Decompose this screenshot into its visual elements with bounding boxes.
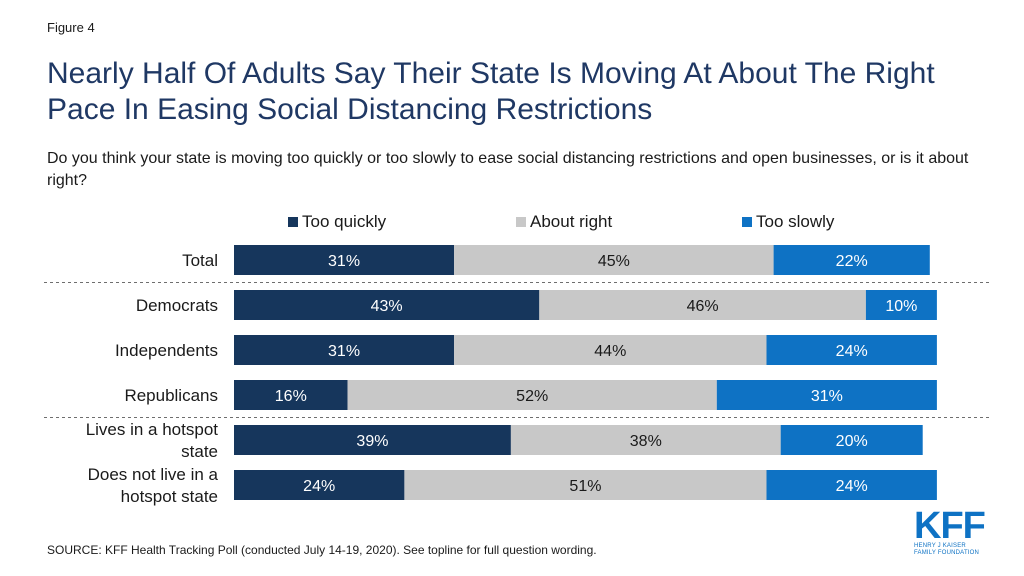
legend-item-too-quickly: Too quickly	[288, 212, 386, 232]
bar-too-quickly-1	[234, 245, 455, 275]
data-label-too-slowly-4: 31%	[811, 388, 843, 405]
bar-about-right-2	[539, 290, 866, 320]
category-label-2: Democrats	[136, 296, 218, 315]
data-label-too-slowly-2: 10%	[885, 298, 917, 315]
bar-about-right-5	[510, 425, 781, 455]
category-label-6: Does not live in a hotspot state	[88, 465, 219, 506]
source-note: SOURCE: KFF Health Tracking Poll (conduc…	[47, 543, 597, 557]
data-label-too-quickly-3: 31%	[328, 343, 360, 360]
data-label-too-quickly-5: 39%	[356, 433, 388, 450]
data-label-about-right-3: 44%	[594, 343, 626, 360]
bar-about-right-6	[404, 470, 767, 500]
bar-too-slowly-2	[865, 290, 937, 320]
legend-label-about-right: About right	[530, 212, 613, 231]
data-label-about-right-2: 46%	[687, 298, 719, 315]
data-label-too-quickly-2: 43%	[371, 298, 403, 315]
bar-about-right-4	[347, 380, 717, 410]
legend-item-about-right: About right	[516, 212, 612, 232]
kff-logo: KFF HENRY J KAISER FAMILY FOUNDATION	[914, 505, 990, 559]
category-label-5: Lives in a hotspot state	[86, 420, 219, 461]
legend-item-too-slowly: Too slowly	[742, 212, 834, 232]
legend-swatch-too-slowly	[742, 217, 752, 227]
bar-too-slowly-1	[773, 245, 930, 275]
bar-too-slowly-6	[766, 470, 937, 500]
bar-about-right-1	[454, 245, 774, 275]
data-label-too-quickly-1: 31%	[328, 253, 360, 270]
bar-about-right-3	[454, 335, 767, 365]
bar-too-slowly-5	[780, 425, 923, 455]
logo-line-1: HENRY J KAISER	[914, 543, 966, 549]
category-label-4: Republicans	[124, 386, 218, 405]
bar-too-quickly-2	[234, 290, 540, 320]
legend-label-too-slowly: Too slowly	[756, 212, 835, 231]
category-label-1: Total	[182, 251, 218, 270]
bar-too-quickly-3	[234, 335, 455, 365]
bar-too-slowly-3	[766, 335, 937, 365]
category-label-3: Independents	[115, 341, 218, 360]
chart-subtitle: Do you think your state is moving too qu…	[47, 150, 969, 189]
bar-too-slowly-4	[716, 380, 937, 410]
logo-line-2: FAMILY FOUNDATION	[914, 550, 980, 556]
data-label-too-slowly-6: 24%	[836, 478, 868, 495]
bar-too-quickly-4	[234, 380, 348, 410]
data-label-too-quickly-4: 16%	[275, 388, 307, 405]
legend-label-too-quickly: Too quickly	[302, 212, 387, 231]
logo-wordmark: KFF	[914, 505, 986, 547]
data-label-too-slowly-5: 20%	[836, 433, 868, 450]
data-label-too-slowly-3: 24%	[836, 343, 868, 360]
chart-title: Nearly Half Of Adults Say Their State Is…	[47, 57, 935, 126]
data-label-about-right-5: 38%	[630, 433, 662, 450]
data-label-about-right-4: 52%	[516, 388, 548, 405]
data-label-too-slowly-1: 22%	[836, 253, 868, 270]
data-label-too-quickly-6: 24%	[303, 478, 335, 495]
data-label-about-right-1: 45%	[598, 253, 630, 270]
bar-too-quickly-5	[234, 425, 511, 455]
figure-label: Figure 4	[47, 20, 95, 35]
legend-swatch-about-right	[516, 217, 526, 227]
data-label-about-right-6: 51%	[569, 478, 601, 495]
bar-too-quickly-6	[234, 470, 405, 500]
legend: Too quickly About right Too slowly	[0, 212, 1024, 232]
legend-swatch-too-quickly	[288, 217, 298, 227]
